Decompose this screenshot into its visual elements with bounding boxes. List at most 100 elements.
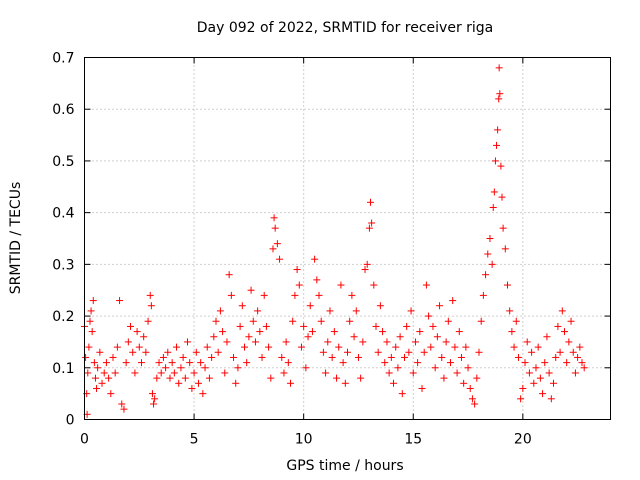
- data-point: [151, 395, 159, 403]
- data-point: [479, 291, 487, 299]
- data-point: [376, 302, 384, 310]
- data-point: [98, 379, 106, 387]
- data-point: [363, 260, 371, 268]
- data-point: [219, 328, 227, 336]
- data-point: [525, 369, 533, 377]
- data-point: [367, 198, 375, 206]
- data-point: [227, 291, 235, 299]
- data-point: [359, 338, 367, 346]
- data-point: [394, 364, 402, 372]
- data-point: [230, 353, 238, 361]
- data-point: [153, 374, 161, 382]
- data-point: [179, 353, 187, 361]
- data-point: [300, 322, 308, 330]
- data-point: [270, 214, 278, 222]
- data-point: [295, 281, 303, 289]
- data-point: [146, 291, 154, 299]
- data-point: [460, 379, 468, 387]
- data-point: [168, 359, 176, 367]
- data-point: [210, 333, 218, 341]
- data-point: [159, 353, 167, 361]
- data-point: [493, 141, 501, 149]
- data-point: [440, 374, 448, 382]
- data-point: [494, 126, 502, 134]
- data-point: [249, 317, 257, 325]
- data-point: [282, 338, 290, 346]
- data-point: [177, 364, 185, 372]
- data-point: [495, 95, 503, 103]
- data-point: [102, 359, 110, 367]
- data-point: [482, 271, 490, 279]
- data-point: [468, 395, 476, 403]
- data-point: [304, 333, 312, 341]
- data-point: [258, 353, 266, 361]
- data-point: [175, 379, 183, 387]
- x-tick-labels: 0 5 10 15 20: [80, 432, 532, 448]
- data-point: [82, 353, 90, 361]
- data-point: [173, 343, 181, 351]
- data-point: [407, 307, 415, 315]
- data-point: [170, 369, 178, 377]
- data-point: [514, 353, 522, 361]
- data-point: [276, 255, 284, 263]
- data-point: [113, 343, 121, 351]
- data-point: [574, 353, 582, 361]
- data-point: [416, 328, 424, 336]
- data-point: [556, 348, 564, 356]
- chart-title: Day 092 of 2022, SRMTID for receiver rig…: [197, 20, 494, 36]
- data-point: [243, 359, 251, 367]
- data-point: [240, 343, 248, 351]
- data-point: [521, 359, 529, 367]
- data-point: [420, 348, 428, 356]
- data-point: [120, 405, 128, 413]
- data-point: [311, 255, 319, 263]
- y-axis-label: SRMTID / TECUs: [8, 182, 24, 295]
- data-point: [444, 317, 452, 325]
- data-point: [328, 353, 336, 361]
- data-point: [306, 302, 314, 310]
- data-point: [94, 364, 102, 372]
- y-tick-label: 0: [66, 413, 75, 429]
- data-point: [273, 240, 281, 248]
- data-point: [381, 359, 389, 367]
- data-point: [429, 322, 437, 330]
- data-point: [497, 162, 505, 170]
- data-point: [414, 359, 422, 367]
- data-point: [554, 322, 562, 330]
- data-point: [569, 348, 577, 356]
- data-point: [148, 390, 156, 398]
- data-point: [539, 390, 547, 398]
- data-point: [105, 374, 113, 382]
- data-point: [552, 353, 560, 361]
- data-point: [181, 374, 189, 382]
- data-point: [580, 364, 588, 372]
- plot-frame: [84, 57, 611, 420]
- data-point: [284, 359, 292, 367]
- data-point: [216, 307, 224, 315]
- data-point: [405, 348, 413, 356]
- data-points: [81, 64, 588, 418]
- data-point: [558, 307, 566, 315]
- data-point: [567, 317, 575, 325]
- data-point: [449, 297, 457, 305]
- y-tick-label: 0.6: [52, 102, 74, 118]
- data-point: [302, 364, 310, 372]
- data-point: [387, 353, 395, 361]
- data-point: [238, 302, 246, 310]
- data-point: [155, 359, 163, 367]
- x-tick-label: 15: [404, 432, 422, 448]
- data-point: [466, 384, 474, 392]
- data-point: [455, 328, 463, 336]
- data-point: [337, 281, 345, 289]
- data-point: [86, 317, 94, 325]
- data-point: [85, 343, 93, 351]
- data-point: [547, 395, 555, 403]
- data-point: [374, 348, 382, 356]
- data-point: [194, 379, 202, 387]
- data-point: [118, 400, 126, 408]
- y-tick-label: 0.4: [52, 206, 74, 222]
- data-point: [184, 338, 192, 346]
- data-point: [563, 359, 571, 367]
- data-point: [418, 384, 426, 392]
